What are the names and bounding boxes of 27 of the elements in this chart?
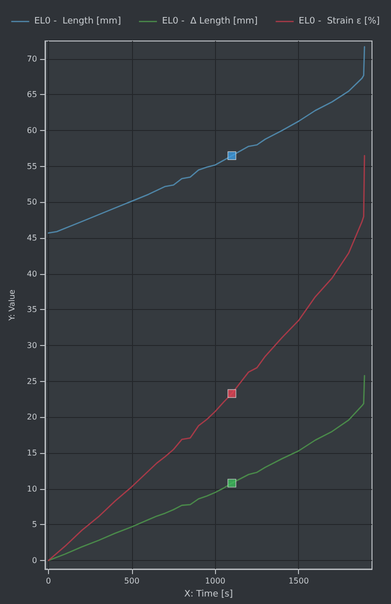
y-tick-label: 20 xyxy=(26,412,38,422)
legend-label: EL0 - Strain ε [%] xyxy=(298,16,380,26)
legend-label: EL0 - Length [mm] xyxy=(34,16,121,26)
y-tick-label: 45 xyxy=(26,234,38,243)
y-tick-label: 55 xyxy=(26,162,38,171)
x-tick-label: 1500 xyxy=(288,576,309,586)
y-tick-label: 30 xyxy=(26,341,38,350)
y-tick-label: 5 xyxy=(32,520,38,530)
y-tick-label: 40 xyxy=(26,269,38,278)
y-tick-label: 15 xyxy=(26,448,38,458)
line-series xyxy=(48,155,366,562)
x-axis-title: X: Time [s] xyxy=(184,590,233,600)
x-tick-label: 0 xyxy=(46,576,51,586)
y-axis-title: Y: Value xyxy=(8,289,16,322)
y-tick-label: 60 xyxy=(26,126,38,136)
y-tick-label: 65 xyxy=(26,90,38,100)
legend-label: EL0 - Δ Length [mm] xyxy=(162,16,258,26)
y-tick-label: 35 xyxy=(26,305,38,314)
line-series xyxy=(48,46,366,234)
x-tick-label: 1000 xyxy=(205,576,226,586)
y-tick-label: 50 xyxy=(26,198,38,207)
line-series xyxy=(48,374,366,562)
y-tick-label: 25 xyxy=(26,376,38,386)
x-tick-label: 500 xyxy=(124,576,140,586)
y-tick-label: 70 xyxy=(26,54,38,64)
y-tick-label: 0 xyxy=(32,556,38,565)
y-tick-label: 10 xyxy=(26,484,38,494)
